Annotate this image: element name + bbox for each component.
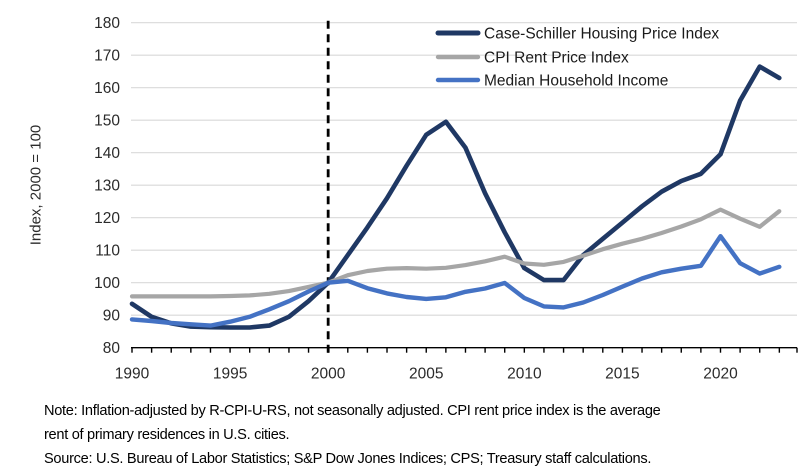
series-line [129,64,782,330]
x-tick-label: 2000 [311,366,346,383]
y-tick-label: 120 [94,210,120,227]
series-line [129,233,782,328]
y-axis-title: Index, 2000 = 100 [27,124,45,246]
x-axis [131,347,798,353]
x-tick-label: 1995 [213,366,247,383]
legend-label: Case-Schiller Housing Price Index [484,26,719,43]
legend-label: Median Household Income [484,73,668,90]
x-tick-labels: 1990 1995 2000 2005 2010 2015 2020 [115,366,738,383]
y-tick-label: 140 [94,145,120,162]
line-chart-canvas: 80 90 100 110 120 130 140 150 160 170 180 1990 1995 2… [94,15,798,383]
source-text: Source: U.S. Bureau of Labor Statistics;… [44,451,652,467]
chart-notes: Note: Inflation-adjusted by R-CPI-U-RS, … [44,399,774,471]
legend: Case-Schiller Housing Price Index CPI Ren… [435,26,719,90]
x-tick-label: 2020 [703,366,738,383]
y-tick-labels: 80 90 100 110 120 130 140 150 160 170 180 [94,15,120,357]
y-tick-label: 100 [94,275,120,292]
x-tick-label: 2010 [507,366,542,383]
x-tick-label: 2015 [605,366,639,383]
y-tick-label: 160 [94,80,120,97]
note-text-line2: rent of primary residences in U.S. citie… [44,427,290,443]
note-text-line1: Note: Inflation-adjusted by R-CPI-U-RS, … [44,403,661,419]
legend-label: CPI Rent Price Index [484,50,629,67]
x-tick-label: 1990 [115,366,150,383]
y-tick-label: 180 [94,15,120,32]
series-line [129,207,782,299]
y-tick-label: 130 [94,178,120,195]
y-tick-label: 150 [94,113,120,130]
legend-item: Case-Schiller Housing Price Index [435,26,719,43]
y-tick-label: 110 [95,243,120,260]
y-tick-label: 170 [94,48,120,65]
gridlines [131,22,797,316]
y-tick-label: 80 [103,340,121,357]
legend-item: Median Household Income [435,73,668,90]
y-tick-label: 90 [103,308,121,325]
legend-item: CPI Rent Price Index [435,50,629,67]
x-tick-label: 2005 [409,366,443,383]
